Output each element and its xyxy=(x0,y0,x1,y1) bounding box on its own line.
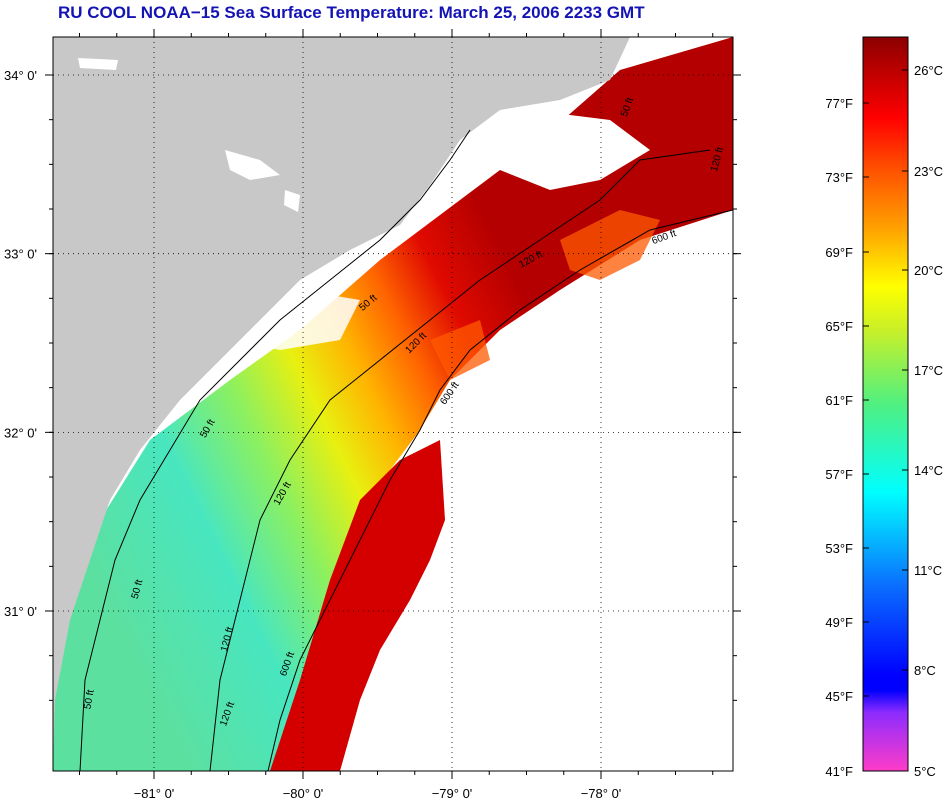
latitude-labels: 34° 0' 33° 0' 32° 0' 31° 0' xyxy=(4,68,37,619)
celsius-label: 20°C xyxy=(914,263,943,278)
graticule xyxy=(53,37,733,771)
inland-patch xyxy=(78,58,300,212)
celsius-label: 8°C xyxy=(914,663,936,678)
longitude-labels: −81° 0' −80° 0' −79° 0' −78° 0' xyxy=(134,786,622,801)
celsius-label: 23°C xyxy=(914,164,943,179)
contour-120ft xyxy=(209,149,711,771)
celsius-label: 11°C xyxy=(914,563,942,578)
celsius-label: 26°C xyxy=(914,63,943,78)
warm-patches xyxy=(430,210,660,380)
contour-50ft xyxy=(79,129,471,771)
lat-label: 33° 0' xyxy=(4,247,37,262)
map-title: RU COOL NOAA−15 Sea Surface Temperature:… xyxy=(58,3,645,22)
fahrenheit-label: 73°F xyxy=(825,170,853,185)
sst-data-field xyxy=(53,37,733,771)
celsius-label: 5°C xyxy=(914,764,936,779)
fahrenheit-label: 69°F xyxy=(825,245,853,260)
fahrenheit-label: 41°F xyxy=(825,764,853,779)
contour-label: 50 ft xyxy=(130,578,146,600)
lon-label: −81° 0' xyxy=(134,786,175,801)
lon-label: −78° 0' xyxy=(581,786,622,801)
celsius-label: 17°C xyxy=(914,363,943,378)
fahrenheit-label: 53°F xyxy=(825,541,853,556)
fahrenheit-label: 65°F xyxy=(825,319,853,334)
lon-label: −80° 0' xyxy=(283,786,324,801)
gulf-stream-band xyxy=(270,440,445,771)
lat-label: 34° 0' xyxy=(4,68,37,83)
contour-label: 50 ft xyxy=(82,689,96,710)
axis-ticks xyxy=(45,29,741,779)
fahrenheit-labels: 77°F 73°F 69°F 65°F 61°F 57°F 53°F 49°F 45°F 41°F xyxy=(825,96,869,779)
cloud-mask xyxy=(340,230,733,771)
celsius-labels: 26°C 23°C 20°C 17°C 14°C 11°C 8°C 5°C xyxy=(902,63,943,779)
fahrenheit-label: 77°F xyxy=(825,96,853,111)
color-scale-bar xyxy=(862,36,909,772)
map-frame xyxy=(52,36,734,772)
fahrenheit-label: 61°F xyxy=(825,393,853,408)
lat-label: 31° 0' xyxy=(4,604,37,619)
land-mass xyxy=(53,37,630,771)
lat-label: 32° 0' xyxy=(4,425,37,440)
fahrenheit-label: 57°F xyxy=(825,467,853,482)
fahrenheit-label: 49°F xyxy=(825,615,853,630)
celsius-label: 14°C xyxy=(914,463,943,478)
cloud-mask-north xyxy=(470,110,650,190)
fahrenheit-label: 45°F xyxy=(825,689,853,704)
color-scale: 77°F 73°F 69°F 65°F 61°F 57°F 53°F 49°F 45°F 41°F… xyxy=(825,36,943,779)
contour-600ft xyxy=(267,209,733,771)
lon-label: −79° 0' xyxy=(432,786,473,801)
